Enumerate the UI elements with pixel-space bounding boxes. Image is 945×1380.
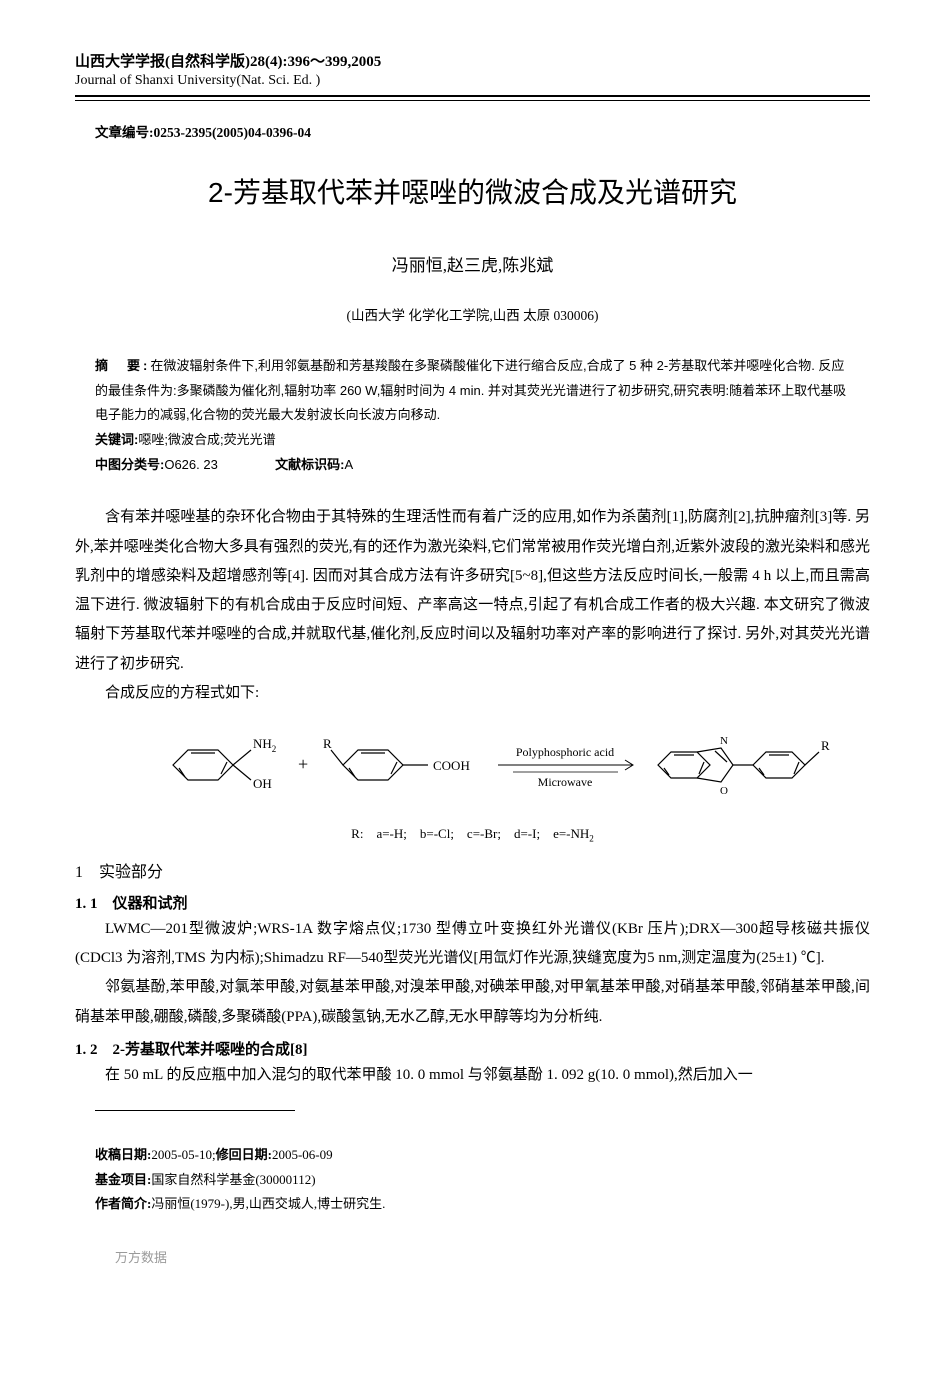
plus-sign: + [298, 754, 308, 774]
authors: 冯丽恒,赵三虎,陈兆斌 [75, 251, 870, 276]
fund-line: 基金项目:国家自然科学基金(30000112) [95, 1168, 870, 1193]
s1-1-p2: 邻氨基酚,苯甲酸,对氯苯甲酸,对氨基苯甲酸,对溴苯甲酸,对碘苯甲酸,对甲氧基苯甲… [75, 973, 870, 1032]
r-label-2: R [821, 738, 830, 753]
watermark: 万方数据 [115, 1247, 870, 1266]
article-id-value: 0253-2395(2005)04-0396-04 [154, 125, 311, 140]
doccode-text: A [344, 457, 353, 472]
author-bio-line: 作者简介:冯丽恒(1979-),男,山西交城人,博士研究生. [95, 1192, 870, 1217]
intro-p2: 合成反应的方程式如下: [75, 679, 870, 708]
author-bio-label: 作者简介: [95, 1196, 151, 1211]
fund-text: 国家自然科学基金(30000112) [151, 1172, 315, 1187]
article-title: 2-芳基取代苯并噁唑的微波合成及光谱研究 [75, 171, 870, 211]
recv-date: 2005-05-10; [151, 1147, 215, 1162]
abstract-line: 摘 要:在微波辐射条件下,利用邻氨基酚和芳基羧酸在多聚磷酸催化下进行缩合反应,合… [95, 354, 850, 428]
intro-p1: 含有苯并噁唑基的杂环化合物由于其特殊的生理活性而有着广泛的应用,如作为杀菌剂[1… [75, 503, 870, 679]
cooh-label: COOH [433, 758, 470, 773]
body-text: 含有苯并噁唑基的杂环化合物由于其特殊的生理活性而有着广泛的应用,如作为杀菌剂[1… [75, 503, 870, 708]
arrow-top-text: Polyphosphoric acid [515, 745, 613, 759]
keywords-label: 关键词: [95, 432, 138, 447]
clc-label: 中图分类号: [95, 457, 164, 472]
section-1: 1 实验部分 [75, 858, 870, 882]
reaction-caption: R: a=-H; b=-Cl; c=-Br; d=-I; e=-NH2 [75, 823, 870, 844]
journal-header-en: Journal of Shanxi University(Nat. Sci. E… [75, 73, 870, 89]
n-label: N [720, 735, 728, 747]
o-label: O [720, 785, 728, 797]
clc-text: O626. 23 [164, 457, 218, 472]
abstract-label: 摘 要: [95, 358, 150, 373]
rev-label: 修回日期: [216, 1147, 272, 1162]
arrow-bottom-text: Microwave [537, 775, 592, 789]
section-1-2: 1. 2 2-芳基取代苯并噁唑的合成[8] [75, 1038, 870, 1059]
author-bio-text: 冯丽恒(1979-),男,山西交城人,博士研究生. [151, 1196, 385, 1211]
footer-block: 收稿日期:2005-05-10;修回日期:2005-06-09 基金项目:国家自… [95, 1137, 870, 1217]
r-label-1: R [323, 736, 332, 751]
affiliation: (山西大学 化学化工学院,山西 太原 030006) [75, 304, 870, 324]
header-rule [75, 95, 870, 101]
article-id-label: 文章编号: [95, 125, 154, 140]
abstract-text: 在微波辐射条件下,利用邻氨基酚和芳基羧酸在多聚磷酸催化下进行缩合反应,合成了 5… [95, 358, 846, 422]
keywords-line: 关键词:噁唑;微波合成;荧光光谱 [95, 428, 850, 453]
dates-line: 收稿日期:2005-05-10;修回日期:2005-06-09 [95, 1143, 870, 1168]
article-id: 文章编号:0253-2395(2005)04-0396-04 [95, 121, 870, 141]
s1-1-p1: LWMC—201型微波炉;WRS-1A 数字熔点仪;1730 型傅立叶变换红外光… [75, 915, 870, 974]
reaction-scheme: NH2 OH + R COOH Polyphosphoric acid Micr [75, 720, 870, 815]
s1-2-p1: 在 50 mL 的反应瓶中加入混匀的取代苯甲酸 10. 0 mmol 与邻氨基酚… [75, 1061, 870, 1090]
classification-line: 中图分类号:O626. 23 文献标识码:A [95, 453, 850, 478]
fund-label: 基金项目: [95, 1172, 151, 1187]
doccode-label: 文献标识码: [275, 457, 344, 472]
section-1-1: 1. 1 仪器和试剂 [75, 892, 870, 913]
rev-date: 2005-06-09 [272, 1147, 333, 1162]
keywords-text: 噁唑;微波合成;荧光光谱 [138, 432, 275, 447]
footer-rule [95, 1110, 295, 1111]
oh-label: OH [253, 776, 272, 791]
nh2-label: NH2 [253, 736, 276, 754]
abstract-block: 摘 要:在微波辐射条件下,利用邻氨基酚和芳基羧酸在多聚磷酸催化下进行缩合反应,合… [95, 354, 850, 477]
recv-label: 收稿日期: [95, 1147, 151, 1162]
journal-header-cn: 山西大学学报(自然科学版)28(4):396～399,2005 [75, 50, 870, 71]
